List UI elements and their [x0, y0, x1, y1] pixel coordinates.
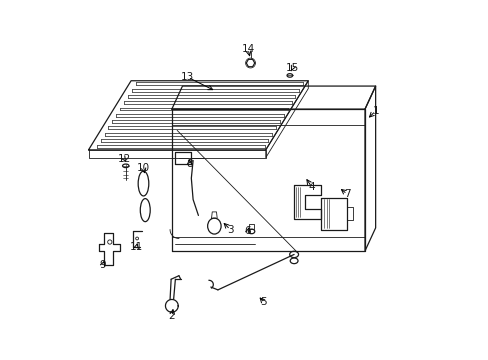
- Text: 8: 8: [186, 159, 192, 169]
- Text: 7: 7: [343, 189, 350, 199]
- Text: 1: 1: [371, 106, 378, 116]
- Text: 3: 3: [226, 225, 233, 235]
- Text: 6: 6: [244, 226, 251, 237]
- Text: 4: 4: [308, 182, 314, 192]
- Text: 5: 5: [260, 297, 267, 307]
- Text: 15: 15: [285, 63, 298, 73]
- Text: 13: 13: [181, 72, 194, 82]
- Text: 2: 2: [168, 311, 175, 321]
- Text: 9: 9: [99, 260, 106, 270]
- Text: 11: 11: [129, 242, 142, 252]
- Text: 10: 10: [137, 163, 150, 172]
- Text: 12: 12: [117, 154, 130, 164]
- Text: 14: 14: [241, 44, 254, 54]
